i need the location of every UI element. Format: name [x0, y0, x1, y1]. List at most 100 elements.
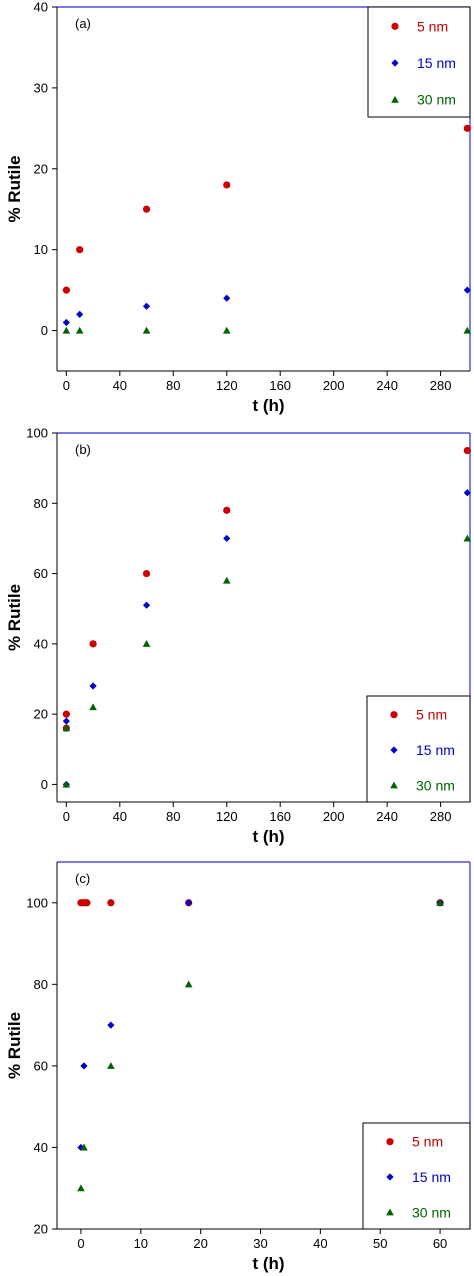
- x-tick-label: 30: [253, 1236, 267, 1251]
- legend-marker: [390, 781, 398, 789]
- legend-label: 5 nm: [412, 1134, 443, 1150]
- data-point: [62, 710, 70, 718]
- data-point: [223, 294, 231, 302]
- x-tick-label: 10: [134, 1236, 148, 1251]
- data-point: [223, 506, 231, 514]
- data-point: [107, 899, 115, 907]
- series-2: [62, 286, 471, 327]
- legend-box: [367, 6, 471, 118]
- legend: 5 nm 15 nm 30 nm: [367, 6, 471, 118]
- panel-label: (a): [75, 16, 91, 31]
- panel-label: (b): [75, 442, 91, 457]
- series-1: [62, 124, 471, 294]
- x-tick-label: 0: [63, 809, 70, 824]
- data-point: [463, 489, 471, 497]
- y-tick-label: 40: [34, 636, 48, 651]
- data-point: [223, 181, 231, 189]
- x-tick-label: 240: [376, 378, 398, 393]
- x-tick-label: 40: [113, 809, 127, 824]
- legend-marker: [391, 59, 399, 67]
- x-tick-label: 0: [63, 378, 70, 393]
- y-tick-label: 20: [34, 1222, 48, 1237]
- legend-marker: [386, 1208, 394, 1216]
- y-tick-label: 20: [34, 161, 48, 176]
- legend-marker: [390, 711, 398, 719]
- data-point: [62, 724, 71, 732]
- y-tick-label: 60: [34, 566, 48, 581]
- x-tick-label: 120: [216, 809, 238, 824]
- series-3: [62, 534, 472, 788]
- data-point: [142, 302, 151, 310]
- legend-label: 30 nm: [416, 777, 455, 793]
- data-point: [142, 640, 151, 647]
- data-point: [83, 899, 91, 907]
- y-axis-title: % Rutile: [5, 1012, 24, 1079]
- y-tick-label: 30: [34, 80, 48, 95]
- x-tick-label: 240: [376, 809, 398, 824]
- data-point: [142, 205, 151, 213]
- x-tick-label: 120: [216, 378, 238, 393]
- data-point: [62, 780, 71, 788]
- legend-marker: [386, 1173, 394, 1181]
- data-point: [463, 326, 472, 334]
- data-point: [75, 326, 84, 334]
- x-tick-label: 80: [166, 809, 180, 824]
- panel-label: (c): [75, 871, 90, 886]
- x-tick-label: 200: [323, 378, 345, 393]
- data-point: [80, 1143, 88, 1151]
- x-axis-title: t (h): [252, 1254, 284, 1273]
- data-point: [62, 286, 70, 294]
- data-point: [222, 576, 231, 584]
- chart-panel-2: 0 40 80 120 160 200 240 280 0 20 40 60 80 100 t (h) % R…: [5, 426, 472, 846]
- data-point: [89, 703, 97, 711]
- chart-panel-1: 0 40 80 120 160 200 240 280 0 10 20 30 40 t (h) % Ruti…: [5, 0, 472, 415]
- x-tick-label: 50: [373, 1236, 387, 1251]
- legend-marker: [391, 22, 399, 30]
- data-point: [463, 286, 471, 294]
- x-tick-label: 80: [166, 378, 180, 393]
- x-tick-label: 60: [433, 1236, 447, 1251]
- data-point: [107, 1021, 115, 1029]
- data-point: [76, 310, 84, 318]
- y-tick-label: 80: [34, 496, 48, 511]
- x-tick-label: 280: [430, 809, 452, 824]
- data-point: [436, 898, 444, 906]
- chart-panel-3: 0 10 20 30 40 50 60 20 40 60 80 100 t (h) % Rutile (c)…: [5, 861, 471, 1273]
- y-tick-label: 40: [34, 1140, 48, 1155]
- legend-label: 15 nm: [412, 1169, 451, 1185]
- data-point: [80, 1062, 88, 1070]
- y-tick-label: 100: [26, 426, 48, 441]
- legend-marker: [391, 95, 399, 103]
- x-tick-label: 160: [269, 809, 291, 824]
- x-tick-label: 0: [77, 1236, 84, 1251]
- x-tick-label: 40: [113, 378, 127, 393]
- x-tick-label: 20: [193, 1236, 207, 1251]
- series-3: [77, 898, 444, 1192]
- series-1: [62, 446, 471, 732]
- data-point: [89, 640, 97, 648]
- data-point: [142, 326, 151, 334]
- data-point: [142, 601, 151, 609]
- y-tick-label: 60: [34, 1058, 48, 1073]
- y-axis-title: % Rutile: [5, 155, 24, 222]
- x-tick-label: 40: [313, 1236, 327, 1251]
- x-axis-title: t (h): [252, 396, 284, 415]
- y-tick-label: 10: [34, 242, 48, 257]
- x-tick-label: 160: [269, 378, 291, 393]
- y-tick-label: 20: [34, 707, 48, 722]
- x-tick-label: 200: [323, 809, 345, 824]
- data-point: [463, 446, 471, 455]
- legend-marker: [386, 1138, 394, 1146]
- data-point: [184, 980, 193, 988]
- legend-label: 30 nm: [417, 92, 456, 108]
- legend-box: [362, 1122, 471, 1230]
- data-point: [89, 682, 97, 690]
- data-point: [223, 534, 231, 543]
- data-point: [76, 246, 84, 254]
- legend-label: 30 nm: [412, 1204, 451, 1220]
- series-1: [77, 899, 444, 907]
- legend-marker: [390, 746, 398, 754]
- data-point: [107, 1062, 115, 1069]
- data-point: [463, 534, 472, 542]
